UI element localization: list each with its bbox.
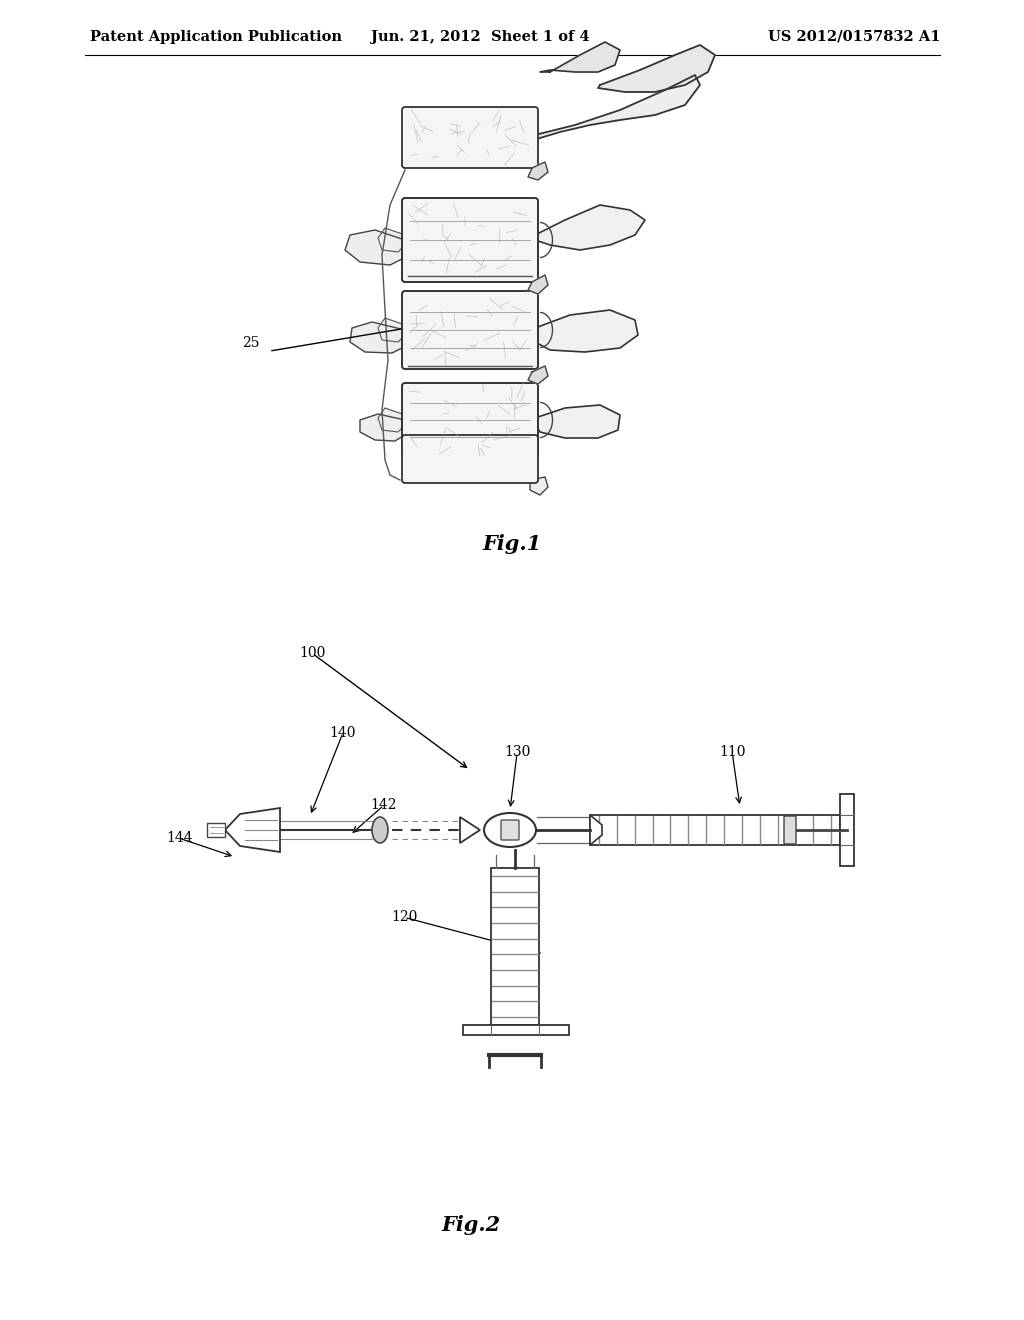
Polygon shape — [528, 275, 548, 294]
FancyBboxPatch shape — [784, 816, 796, 843]
FancyBboxPatch shape — [490, 869, 539, 1026]
Text: 100: 100 — [299, 647, 326, 660]
Text: US 2012/0157832 A1: US 2012/0157832 A1 — [768, 30, 940, 44]
Polygon shape — [528, 162, 548, 180]
Polygon shape — [535, 310, 638, 352]
Text: 110: 110 — [719, 746, 745, 759]
FancyBboxPatch shape — [402, 290, 538, 370]
FancyBboxPatch shape — [501, 820, 519, 840]
Text: Jun. 21, 2012  Sheet 1 of 4: Jun. 21, 2012 Sheet 1 of 4 — [371, 30, 590, 44]
FancyBboxPatch shape — [840, 795, 854, 866]
FancyBboxPatch shape — [402, 383, 538, 457]
Ellipse shape — [372, 817, 388, 843]
Ellipse shape — [484, 813, 536, 847]
Text: 140: 140 — [330, 726, 356, 739]
Polygon shape — [535, 405, 620, 438]
Text: 25: 25 — [242, 337, 260, 350]
Polygon shape — [378, 318, 406, 342]
FancyBboxPatch shape — [402, 198, 538, 282]
FancyBboxPatch shape — [402, 107, 538, 168]
Polygon shape — [207, 822, 225, 837]
Polygon shape — [535, 75, 700, 140]
FancyBboxPatch shape — [402, 436, 538, 483]
FancyBboxPatch shape — [590, 814, 840, 845]
Polygon shape — [350, 322, 408, 352]
Polygon shape — [530, 477, 548, 495]
Polygon shape — [535, 205, 645, 249]
Text: 142: 142 — [371, 799, 397, 812]
Text: Fig.1: Fig.1 — [482, 533, 542, 554]
Polygon shape — [360, 414, 408, 441]
Polygon shape — [378, 408, 406, 432]
Polygon shape — [225, 808, 280, 851]
Polygon shape — [590, 814, 602, 845]
Polygon shape — [528, 366, 548, 384]
Polygon shape — [540, 42, 620, 73]
Text: Patent Application Publication: Patent Application Publication — [90, 30, 342, 44]
Text: 120: 120 — [391, 911, 418, 924]
FancyBboxPatch shape — [463, 1026, 568, 1035]
Text: Fig.2: Fig.2 — [441, 1214, 501, 1236]
Polygon shape — [345, 230, 410, 265]
Text: 130: 130 — [504, 746, 530, 759]
Polygon shape — [598, 45, 715, 92]
Text: 144: 144 — [166, 832, 193, 845]
Polygon shape — [460, 817, 480, 843]
Polygon shape — [378, 228, 406, 252]
